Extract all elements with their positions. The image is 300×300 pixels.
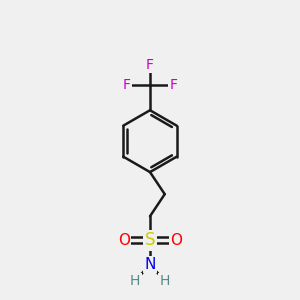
Text: O: O	[118, 233, 130, 248]
Text: H: H	[130, 274, 140, 288]
Text: F: F	[122, 78, 130, 92]
Text: H: H	[160, 274, 170, 288]
Text: F: F	[169, 78, 178, 92]
Text: O: O	[170, 233, 182, 248]
Text: N: N	[144, 257, 156, 272]
Text: S: S	[145, 231, 155, 249]
Text: F: F	[146, 58, 154, 72]
